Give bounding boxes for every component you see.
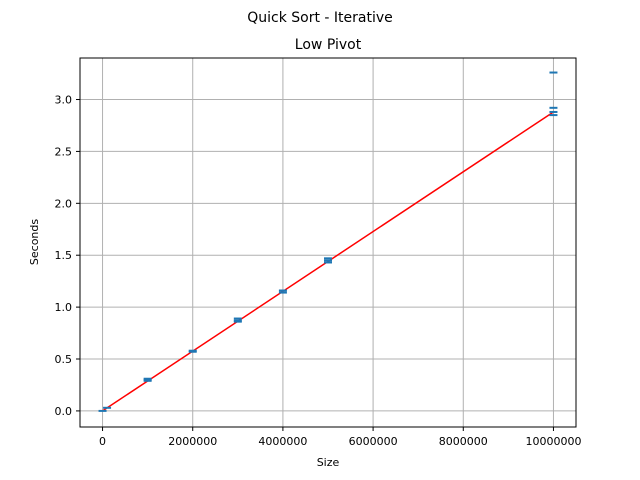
x-tick-label: 8000000 — [439, 435, 488, 448]
y-tick-label: 0.5 — [55, 353, 73, 366]
x-axis-label: Size — [317, 456, 340, 469]
y-axis-label: Seconds — [28, 219, 41, 265]
y-tick-label: 1.0 — [55, 301, 73, 314]
fit-line-group — [102, 111, 554, 412]
chart-suptitle: Quick Sort - Iterative — [247, 10, 393, 26]
x-tick-label: 6000000 — [349, 435, 398, 448]
y-axis-ticks: 0.0 0.5 1.0 1.5 2.0 2.5 3.0 — [55, 94, 80, 418]
grid-lines — [80, 58, 576, 427]
y-tick-label: 0.0 — [55, 405, 73, 418]
y-tick-label: 2.0 — [55, 197, 73, 210]
x-tick-label: 2000000 — [168, 435, 217, 448]
fit-line — [102, 111, 554, 412]
x-tick-label: 10000000 — [525, 435, 581, 448]
plot-area-frame — [79, 57, 577, 428]
data-points — [98, 71, 558, 412]
chart-title: Low Pivot — [295, 37, 362, 53]
x-tick-label: 0 — [99, 435, 106, 448]
x-axis-ticks: 0 2000000 4000000 6000000 8000000 10000000 — [99, 427, 581, 448]
y-tick-label: 2.5 — [55, 145, 73, 158]
x-tick-label: 4000000 — [258, 435, 307, 448]
y-tick-label: 1.5 — [55, 249, 73, 262]
y-tick-label: 3.0 — [55, 94, 73, 107]
